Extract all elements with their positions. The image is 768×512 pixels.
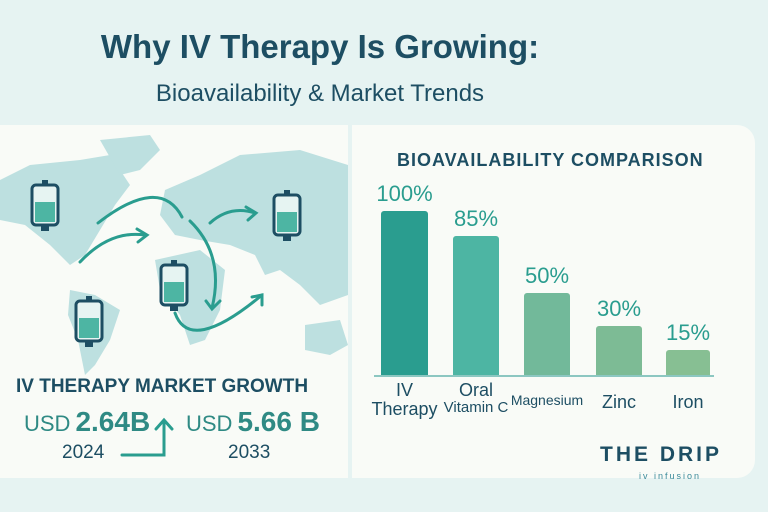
data-label: 30%	[596, 295, 642, 321]
market-start-currency: USD	[24, 411, 71, 436]
category-label: Iron	[643, 393, 733, 412]
bar-2	[524, 293, 570, 375]
market-start-year: 2024	[62, 442, 105, 463]
data-label: 100%	[376, 181, 433, 206]
category-label-line: Magnesium	[510, 392, 584, 408]
world-map	[0, 135, 348, 375]
bar-3	[596, 325, 642, 375]
category-label-line: Zinc	[601, 392, 636, 412]
bar-1	[453, 235, 499, 375]
page-title: Why IV Therapy Is Growing:	[100, 28, 540, 65]
bar-4	[666, 350, 710, 375]
category-label-line: Iron	[672, 392, 704, 412]
chart-title: BIOAVAILABILITY COMPARISON	[397, 150, 704, 170]
category-label-line: IV	[395, 380, 413, 400]
market-growth-title: IV THERAPY MARKET GROWTH	[16, 376, 309, 397]
growth-arrow-icon	[120, 417, 174, 457]
category-label-line: Oral	[458, 380, 493, 400]
data-label: 85%	[453, 205, 499, 231]
market-start-amount: 2.64B	[75, 406, 151, 437]
page-subtitle: Bioavailability & Market Trends	[155, 80, 485, 107]
market-end-value: USD 5.66 B	[186, 406, 320, 440]
iv-bag-icon	[30, 180, 302, 347]
category-label: IV Therapy	[360, 381, 450, 419]
brand-tagline: iv infusion	[639, 471, 702, 481]
market-end-amount: 5.66 B	[237, 406, 320, 437]
chart-panel: BIOAVAILABILITY COMPARISON 100% IV Therapy…	[352, 125, 755, 481]
bar-0	[381, 211, 428, 375]
market-end-year: 2033	[228, 442, 271, 463]
category-label-line: Therapy	[371, 398, 438, 419]
market-panel: IV THERAPY MARKET GROWTH USD 2.64B 2024 U…	[0, 125, 348, 478]
brand-logo: THE DRIP	[600, 443, 723, 466]
category-label-line: Vitamin C	[443, 398, 509, 416]
market-start-value: USD 2.64B	[24, 406, 150, 440]
category-label: Oral Vitamin C	[431, 381, 521, 416]
market-end-currency: USD	[186, 411, 233, 436]
category-label: Magnesium	[502, 393, 592, 408]
category-label: Zinc	[574, 393, 664, 412]
data-label: 50%	[524, 263, 570, 288]
chart-baseline	[374, 375, 714, 377]
data-label: 15%	[665, 320, 711, 346]
